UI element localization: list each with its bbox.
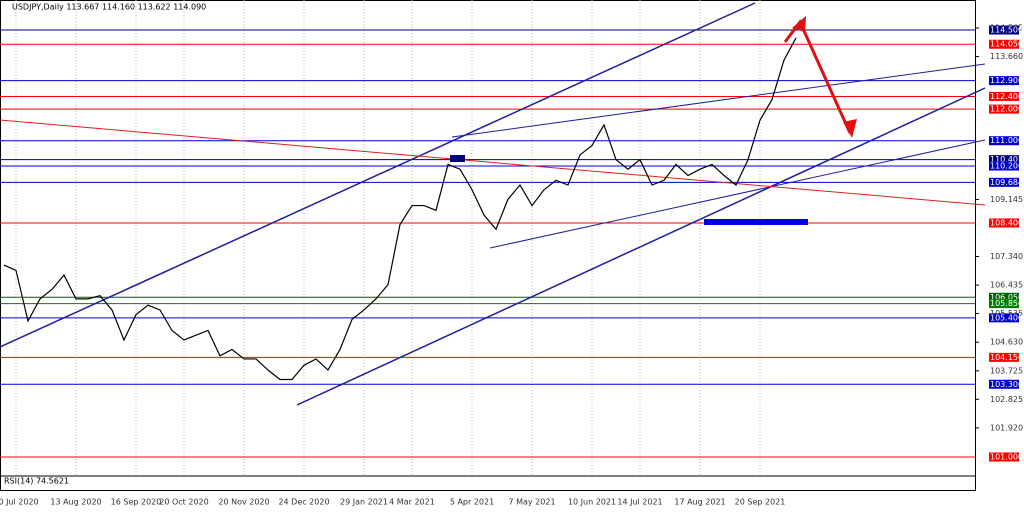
x-tick-label: 20 Sep 2021 bbox=[735, 498, 786, 507]
level-label-bg bbox=[989, 299, 1019, 309]
level-label: 104.150 bbox=[990, 353, 1023, 362]
level-label-bg bbox=[989, 91, 1019, 101]
level-label-bg bbox=[989, 218, 1019, 228]
x-tick-label: 24 Dec 2020 bbox=[278, 498, 329, 507]
level-label: 109.684 bbox=[990, 178, 1023, 187]
level-label: 103.300 bbox=[990, 380, 1023, 389]
trend-lines bbox=[0, 2, 986, 406]
trend-line bbox=[0, 119, 986, 206]
x-tick-label: 13 Aug 2020 bbox=[50, 498, 101, 507]
level-label-bg bbox=[989, 39, 1019, 49]
level-label-bg bbox=[989, 25, 1019, 35]
x-tick-label: 10 Jul 2020 bbox=[0, 498, 39, 507]
level-label-bg bbox=[989, 76, 1019, 86]
y-tick-label: 109.145 bbox=[990, 195, 1023, 204]
x-tick-label: 14 Jul 2021 bbox=[617, 498, 662, 507]
x-tick-label: 7 May 2021 bbox=[508, 498, 555, 507]
price-line bbox=[3, 37, 797, 381]
x-tick-label: 4 Mar 2021 bbox=[389, 498, 435, 507]
level-label-bg bbox=[989, 177, 1019, 187]
plot-frame bbox=[0, 0, 976, 491]
level-label: 114.050 bbox=[990, 40, 1023, 49]
labels: 114.565113.660109.145107.340106.435105.5… bbox=[0, 23, 1023, 506]
level-label-bg bbox=[989, 313, 1019, 323]
level-label: 112.400 bbox=[990, 92, 1023, 101]
x-tick-label: 10 Jun 2021 bbox=[568, 498, 616, 507]
trend-line bbox=[489, 139, 986, 249]
channel-upper bbox=[0, 2, 756, 348]
level-label-bg bbox=[989, 136, 1019, 146]
levels bbox=[0, 29, 975, 458]
level-label: 101.000 bbox=[990, 453, 1023, 462]
series bbox=[3, 37, 797, 381]
level-label: 110.402 bbox=[990, 155, 1023, 164]
y-tick-label: 102.825 bbox=[990, 395, 1023, 404]
level-label: 105.850 bbox=[990, 299, 1023, 308]
y-tick-label: 104.630 bbox=[990, 338, 1023, 347]
arrow-head bbox=[792, 16, 806, 32]
level-label: 105.400 bbox=[990, 313, 1023, 322]
level-label-bg bbox=[989, 452, 1019, 462]
x-tick-label: 20 Oct 2020 bbox=[159, 498, 208, 507]
x-tick-label: 29 Jan 2021 bbox=[340, 498, 388, 507]
level-label-bg bbox=[989, 104, 1019, 114]
level-label-bg bbox=[989, 155, 1019, 165]
arrow-head bbox=[843, 119, 857, 138]
level-label: 112.000 bbox=[990, 105, 1023, 114]
x-tick-label: 20 Nov 2020 bbox=[218, 498, 269, 507]
y-tick-label: 101.920 bbox=[990, 423, 1023, 432]
level-label: 108.400 bbox=[990, 218, 1023, 227]
trend-line bbox=[451, 63, 986, 138]
forecast-arrow bbox=[783, 19, 852, 134]
level-label-bg bbox=[989, 292, 1019, 302]
support-zone bbox=[704, 219, 808, 225]
y-tick-label: 107.340 bbox=[990, 252, 1023, 261]
level-label-bg bbox=[989, 161, 1019, 171]
chart-title: USDJPY,Daily 113.667 114.160 113.622 114… bbox=[12, 3, 206, 12]
level-label: 110.200 bbox=[990, 162, 1023, 171]
level-label-bg bbox=[989, 352, 1019, 362]
level-label-bg bbox=[989, 379, 1019, 389]
y-tick-label: 113.660 bbox=[990, 52, 1023, 61]
level-label: 112.900 bbox=[990, 76, 1023, 85]
marker bbox=[450, 155, 465, 162]
level-label: 114.500 bbox=[990, 26, 1023, 35]
grid bbox=[15, 0, 979, 476]
level-label: 106.050 bbox=[990, 293, 1023, 302]
indicator-label: RSI(14) 74.5621 bbox=[4, 477, 69, 486]
channel-lower bbox=[296, 87, 986, 406]
x-tick-label: 16 Sep 2020 bbox=[111, 498, 162, 507]
y-tick-label: 106.435 bbox=[990, 281, 1023, 290]
x-tick-label: 5 Apr 2021 bbox=[450, 498, 494, 507]
y-tick-label: 103.725 bbox=[990, 366, 1023, 375]
x-tick-label: 17 Aug 2021 bbox=[674, 498, 725, 507]
level-label: 111.000 bbox=[990, 136, 1023, 145]
